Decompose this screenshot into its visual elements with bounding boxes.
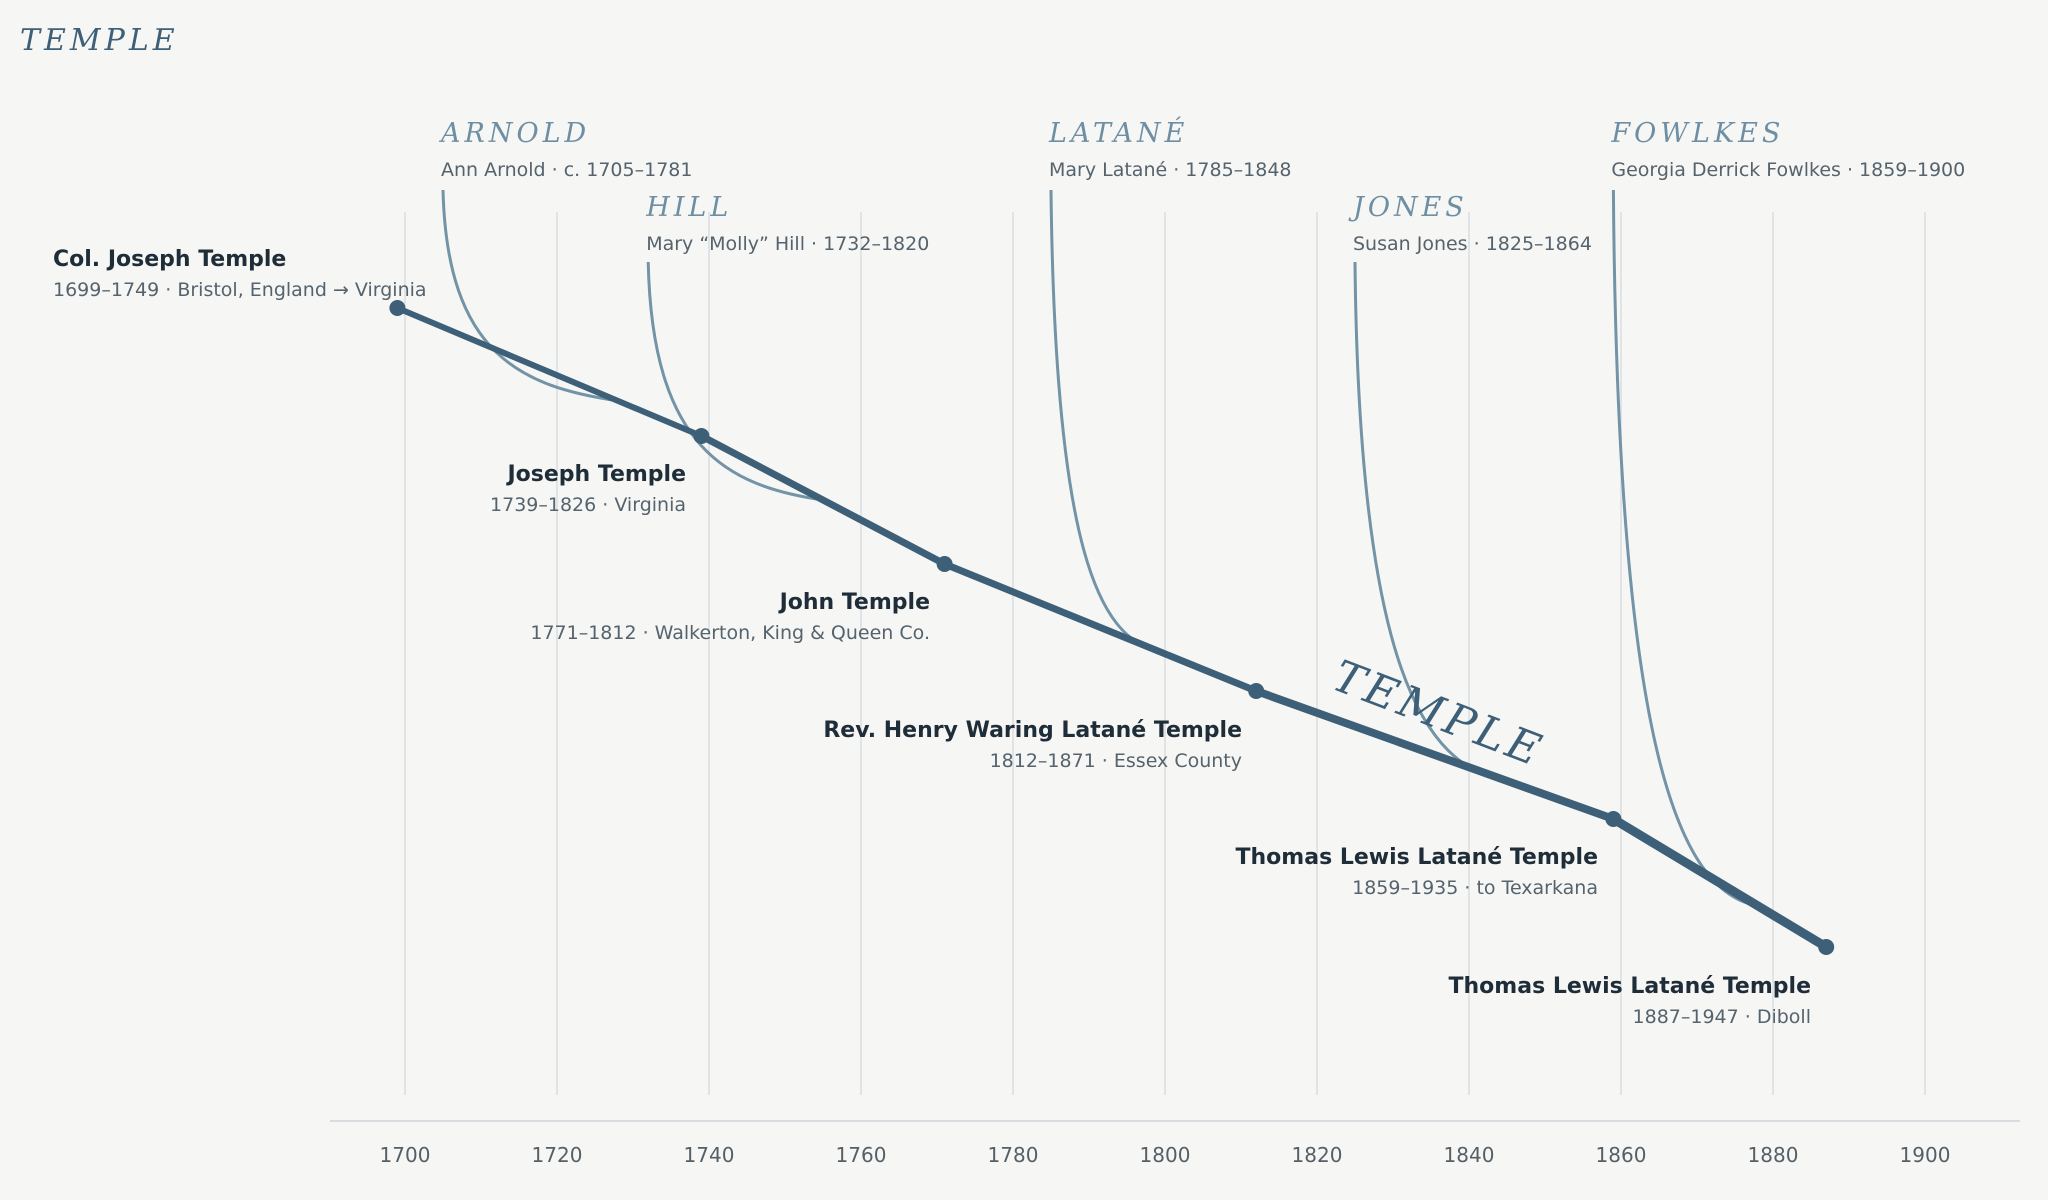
axis-tick-label: 1700 [380,1143,431,1167]
generation-detail: 1887–1947 · Diboll [1633,1006,1811,1028]
generation-node [693,428,710,444]
generation-detail: 1699–1749 · Bristol, England → Virginia [53,279,427,301]
axis-tick-label: 1860 [1596,1143,1647,1167]
generation-node [1818,939,1835,955]
branch-person-3: Susan Jones · 1825–1864 [1353,233,1592,255]
branch-person-2: Mary Latané · 1785–1848 [1049,159,1292,181]
generation-node [389,300,406,316]
branch-person-4: Georgia Derrick Fowlkes · 1859–1900 [1611,159,1965,181]
generation-node [1248,683,1265,699]
branch-person-0: Ann Arnold · c. 1705–1781 [441,159,692,181]
axis-tick-label: 1820 [1292,1143,1343,1167]
diagram-title: TEMPLE [20,23,179,58]
generation-name: Thomas Lewis Latané Temple [1449,974,1811,999]
generation-detail: 1771–1812 · Walkerton, King & Queen Co. [530,622,930,644]
generation-detail: 1812–1871 · Essex County [990,750,1242,772]
generation-name: Joseph Temple [505,462,686,487]
branch-line-hill [646,261,824,502]
main-line-segment [394,305,705,439]
main-line-segment [941,560,1260,695]
branch-family-2: LATANÉ [1048,116,1188,149]
generation-detail: 1859–1935 · to Texarkana [1352,877,1598,899]
axis-tick-label: 1900 [1900,1143,1951,1167]
axis-tick-label: 1880 [1748,1143,1799,1167]
generation-name: Col. Joseph Temple [53,247,286,272]
generation-name: Thomas Lewis Latané Temple [1236,845,1598,870]
branch-family-1: HILL [645,192,732,223]
generation-detail: 1739–1826 · Virginia [490,494,686,516]
branch-line-latané [1049,189,1158,653]
axis-tick-label: 1760 [836,1143,887,1167]
time-axis: 1700 1720 1740 1760 1780 1800 1820 1840 1860 1880… [330,1120,2020,1167]
generation-name: Rev. Henry Waring Latané Temple [823,718,1242,743]
axis-tick-label: 1800 [1140,1143,1191,1167]
branch-family-3: JONES [1348,192,1468,223]
main-lineage-line [389,300,1835,955]
generation-node [1605,811,1622,827]
main-line-segment [697,432,949,568]
branch-line-arnold [441,189,619,403]
axis-tick-label: 1720 [532,1143,583,1167]
axis-tick-label: 1780 [988,1143,1039,1167]
generation-labels: Col. Joseph Temple 1699–1749 · Bristol, E… [53,247,1811,1028]
branch-family-4: FOWLKES [1610,118,1784,149]
generation-name: John Temple [778,590,930,615]
main-line-segment [1252,687,1618,823]
branch-person-1: Mary “Molly” Hill · 1732–1820 [646,233,929,255]
axis-tick-label: 1740 [684,1143,735,1167]
branch-family-0: ARNOLD [438,118,590,149]
axis-tick-label: 1840 [1444,1143,1495,1167]
branch-line-fowlkes [1611,189,1759,908]
generation-node [936,556,953,572]
main-line-segment [1608,814,1831,952]
